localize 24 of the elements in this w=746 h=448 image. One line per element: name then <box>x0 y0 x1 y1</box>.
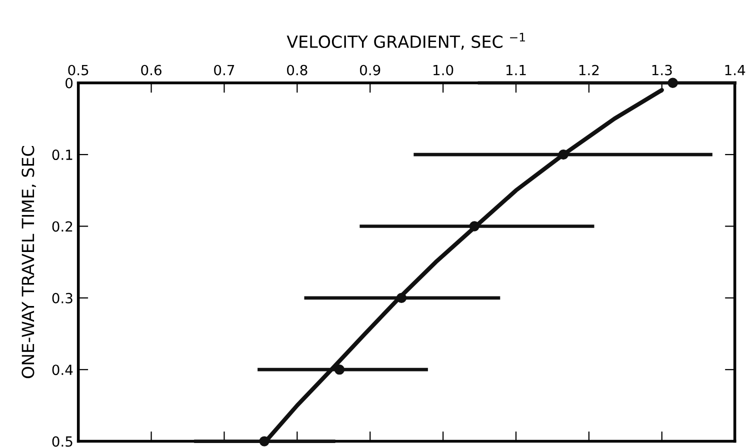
y-tick-label: 0.2 <box>52 221 72 232</box>
x-tick-label: 0.8 <box>287 64 308 76</box>
y-tick-label: 0.3 <box>52 292 72 304</box>
point <box>469 221 480 232</box>
y-axis-title: ONE-WAY TRAVEL TIME, SEC <box>22 146 36 378</box>
point <box>558 149 568 160</box>
point <box>334 364 345 375</box>
y-tick-label: 0.5 <box>52 436 72 447</box>
x-tick-label: 1.3 <box>652 64 672 76</box>
point <box>259 436 270 446</box>
point <box>668 78 678 88</box>
y-tick-label: 0 <box>66 78 73 88</box>
x-tick-label: 0.5 <box>68 64 88 76</box>
x-tick-label: 1.1 <box>506 65 526 76</box>
x-tick-label: 1.4 <box>725 65 746 76</box>
point <box>396 292 407 304</box>
y-tick-label: 0.1 <box>52 150 72 160</box>
x-tick-label: 1.0 <box>434 64 454 76</box>
x-axis-title: VELOCITY GRADIENT, SEC $^{−1}$ <box>286 32 525 50</box>
x-tick-label: 0.9 <box>360 64 380 76</box>
y-tick-label: 0.4 <box>52 364 73 376</box>
x-tick-label: 1.2 <box>579 64 599 76</box>
x-tick-label: 0.7 <box>214 64 234 76</box>
x-tick-label: 0.6 <box>141 64 162 76</box>
